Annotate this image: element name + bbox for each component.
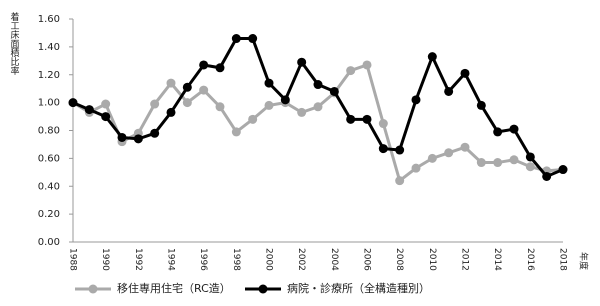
data-point — [460, 68, 470, 78]
y-tick-label: 0.40 — [38, 181, 60, 192]
data-point — [427, 52, 437, 62]
legend-marker — [88, 284, 98, 294]
data-point — [509, 155, 519, 165]
data-point — [182, 98, 192, 108]
data-point — [101, 112, 111, 122]
x-tick-label: 2012 — [460, 248, 470, 271]
data-point — [101, 99, 111, 109]
x-tick-label: 1990 — [100, 248, 110, 271]
data-point — [248, 34, 258, 44]
data-point — [378, 144, 388, 154]
data-point — [264, 78, 274, 88]
data-point — [476, 100, 486, 110]
data-point — [411, 95, 421, 105]
data-point — [493, 127, 503, 137]
y-axis-label: 着工床面積比率 — [9, 11, 20, 76]
data-point — [215, 102, 225, 112]
data-point — [411, 163, 421, 173]
x-tick-label: 2014 — [492, 248, 502, 271]
x-tick-label: 1996 — [198, 248, 208, 271]
data-point — [525, 162, 535, 172]
data-point — [395, 176, 405, 186]
legend-label: 移住専用住宅（RC造） — [117, 281, 231, 295]
y-tick-label: 0.00 — [38, 237, 60, 248]
data-point — [297, 57, 307, 67]
data-point — [231, 34, 241, 44]
data-point — [558, 165, 568, 175]
x-tick-label: 2004 — [329, 248, 339, 271]
data-point — [346, 66, 356, 76]
data-point — [248, 114, 258, 124]
data-point — [444, 148, 454, 158]
data-point — [150, 128, 160, 138]
x-tick-label: 1994 — [166, 248, 176, 271]
data-point — [362, 114, 372, 124]
y-tick-label: 0.60 — [38, 153, 60, 164]
y-tick-label: 1.00 — [38, 98, 60, 109]
data-point — [395, 145, 405, 155]
y-tick-label: 0.80 — [38, 126, 60, 137]
x-tick-label: 2002 — [296, 248, 306, 271]
data-point — [182, 82, 192, 92]
x-axis-label: 年度 — [578, 252, 590, 270]
y-tick-label: 1.60 — [38, 14, 60, 25]
x-tick-label: 1992 — [133, 248, 143, 271]
data-point — [199, 85, 209, 95]
data-point — [329, 86, 339, 96]
data-point — [264, 100, 274, 110]
x-tick-label: 2018 — [558, 248, 568, 271]
data-point — [493, 158, 503, 168]
data-point — [133, 134, 143, 144]
data-point — [166, 107, 176, 117]
data-point — [476, 158, 486, 168]
data-point — [460, 142, 470, 152]
data-point — [509, 124, 519, 134]
data-point — [231, 127, 241, 137]
data-point — [378, 119, 388, 129]
x-tick-label: 2008 — [394, 248, 404, 271]
data-point — [542, 171, 552, 181]
data-point — [297, 107, 307, 117]
legend-label: 病院・診療所（全構造種別） — [287, 281, 430, 295]
data-point — [427, 153, 437, 163]
y-tick-label: 1.40 — [38, 42, 60, 53]
x-tick-label: 2016 — [525, 248, 535, 271]
data-point — [280, 95, 290, 105]
data-point — [199, 60, 209, 70]
legend-marker — [258, 284, 268, 294]
data-point — [215, 63, 225, 73]
y-tick-label: 0.20 — [38, 209, 60, 220]
data-point — [166, 78, 176, 88]
data-point — [346, 114, 356, 124]
data-point — [68, 98, 78, 108]
y-tick-label: 1.20 — [38, 70, 60, 81]
x-tick-label: 2006 — [362, 248, 372, 271]
data-point — [444, 86, 454, 96]
data-point — [313, 102, 323, 112]
x-tick-label: 1998 — [231, 248, 241, 271]
data-point — [84, 105, 94, 115]
data-point — [150, 99, 160, 109]
data-point — [313, 80, 323, 90]
x-tick-label: 2000 — [264, 248, 274, 271]
data-point — [525, 152, 535, 162]
x-tick-label: 2010 — [427, 248, 437, 271]
x-tick-label: 1988 — [68, 248, 78, 271]
data-point — [117, 132, 127, 142]
data-point — [362, 60, 372, 70]
